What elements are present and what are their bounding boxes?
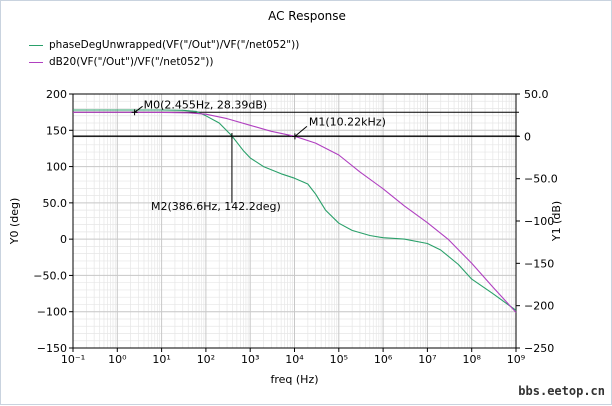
plot-background xyxy=(73,94,516,348)
chart-title: AC Response xyxy=(268,9,346,23)
y-right-tick-label: 50.0 xyxy=(524,88,549,101)
x-axis-label: freq (Hz) xyxy=(270,373,318,386)
x-tick-label: 10⁵ xyxy=(330,353,348,366)
y-left-tick-label: −150 xyxy=(37,342,67,355)
marker-m1-label: M1(10.22kHz) xyxy=(309,115,386,128)
legend-label-phase: phaseDegUnwrapped(VF("/Out")/VF("/net052… xyxy=(49,39,300,51)
x-tick-label: 10⁶ xyxy=(374,353,393,366)
marker-m0-leader xyxy=(134,105,143,113)
legend-item-phase[interactable]: phaseDegUnwrapped(VF("/Out")/VF("/net052… xyxy=(29,39,299,51)
y-right-tick-label: −250 xyxy=(524,342,554,355)
legend-swatch-db xyxy=(29,61,43,63)
y-left-tick-label: −100 xyxy=(37,306,67,319)
y-left-tick-label: 0 xyxy=(60,233,67,246)
x-tick-label: 10⁹ xyxy=(507,353,525,366)
y-left-tick-label: 200 xyxy=(46,88,67,101)
x-tick-label: 10¹ xyxy=(152,353,170,366)
legend-swatch-phase xyxy=(29,44,43,46)
y-right-tick-label: −100 xyxy=(524,215,554,228)
marker-m0-label: M0(2.455Hz, 28.39dB) xyxy=(144,98,268,111)
x-tick-label: 10⁴ xyxy=(285,353,304,366)
series-line-db xyxy=(73,111,517,313)
series-line-phase xyxy=(73,109,517,311)
marker-m1-leader xyxy=(294,125,308,137)
y-right-tick-label: 0 xyxy=(524,130,531,143)
y-left-tick-label: 50.0 xyxy=(43,197,68,210)
y-right-tick-label: −200 xyxy=(524,300,554,313)
x-tick-label: 10³ xyxy=(241,353,259,366)
y-left-axis-label: Y0 (deg) xyxy=(8,198,21,246)
legend-item-db[interactable]: dB20(VF("/Out")/VF("/net052")) xyxy=(29,56,214,68)
y-left-tick-label: 100 xyxy=(46,161,67,174)
marker-m2-label: M2(386.6Hz, 142.2deg) xyxy=(151,200,281,213)
legend-label-db: dB20(VF("/Out")/VF("/net052")) xyxy=(49,56,214,68)
y-left-tick-label: −50.0 xyxy=(33,269,67,282)
watermark: bbs.eetop.cn xyxy=(518,384,605,398)
x-tick-label: 10² xyxy=(197,353,215,366)
x-tick-label: 10⁻¹ xyxy=(61,353,85,366)
y-right-tick-label: −150 xyxy=(524,257,554,270)
marker-m2-cross xyxy=(228,132,235,139)
y-left-tick-label: 150 xyxy=(46,124,67,137)
y-right-axis-label: Y1 (dB) xyxy=(550,201,563,242)
marker-m0-cross xyxy=(131,109,138,116)
x-tick-label: 10⁰ xyxy=(108,353,127,366)
marker-m1-cross xyxy=(291,133,298,140)
x-tick-label: 10⁸ xyxy=(462,353,481,366)
x-tick-label: 10⁷ xyxy=(418,353,436,366)
plot-border xyxy=(72,93,517,349)
y-right-tick-label: −50.0 xyxy=(524,173,558,186)
